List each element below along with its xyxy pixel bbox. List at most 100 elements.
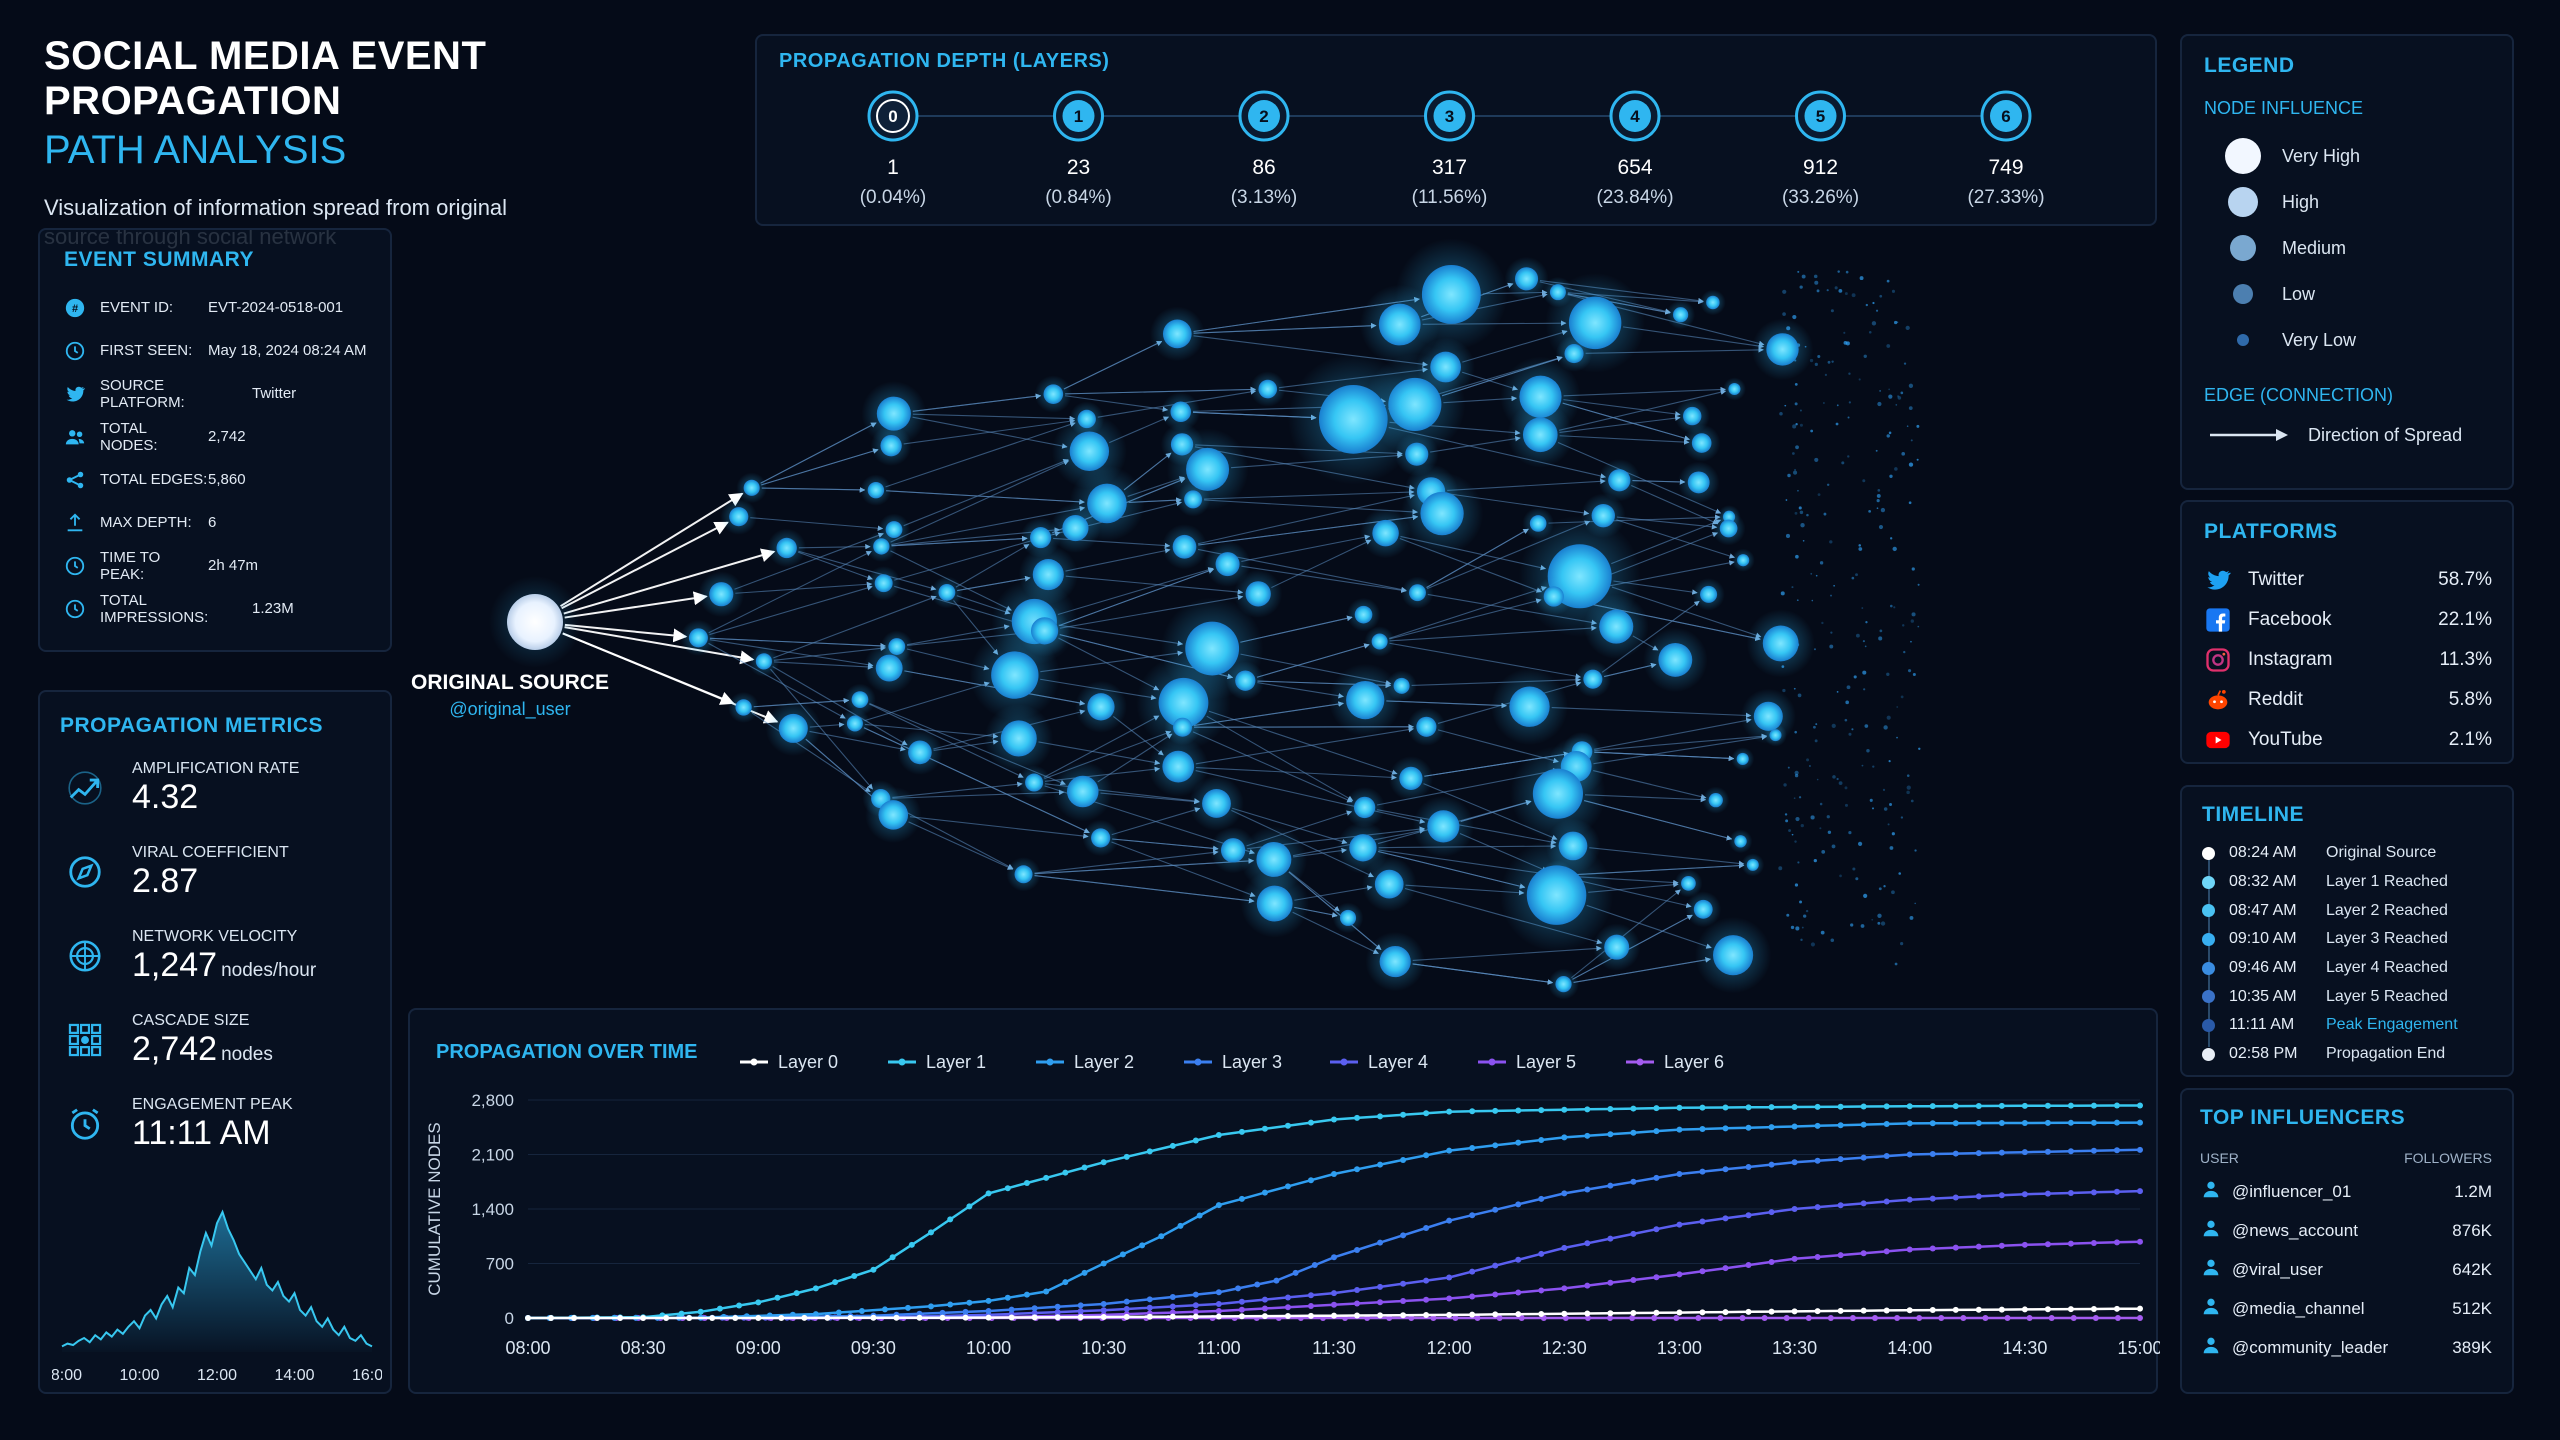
network-particle — [1782, 289, 1787, 294]
network-edge — [1562, 402, 1690, 441]
network-node — [1087, 693, 1115, 721]
series-point — [1653, 1128, 1660, 1135]
depth-layer: 4 654 (23.84%) — [1596, 90, 1674, 208]
platform-name: Twitter — [2248, 569, 2304, 590]
platform-row: Facebook 22.1% — [2204, 600, 2492, 640]
network-node — [1256, 885, 1293, 922]
depth-layer-count: 317 — [1432, 156, 1467, 179]
series-point — [1584, 1186, 1591, 1193]
influencer-row[interactable]: @viral_user 642K — [2200, 1250, 2492, 1289]
influencer-row[interactable]: @media_channel 512K — [2200, 1289, 2492, 1328]
influencer-row[interactable]: @influencer_01 1.2M — [2200, 1172, 2492, 1211]
series-point — [1400, 1298, 1407, 1305]
series-point — [1235, 1285, 1242, 1292]
timeline-time: 08:24 AM — [2229, 844, 2297, 862]
network-particle — [1784, 813, 1788, 816]
network-particle — [1830, 631, 1833, 634]
series-point — [1354, 1286, 1361, 1293]
influencer-followers: 642K — [2452, 1259, 2492, 1279]
series-point — [1492, 1142, 1499, 1149]
network-particle — [1795, 554, 1799, 559]
series-point — [1630, 1310, 1637, 1317]
legend-swatch-dot — [1194, 1058, 1202, 1066]
network-particle — [1794, 468, 1797, 471]
network-node — [1532, 768, 1584, 819]
network-edge — [1057, 567, 1214, 616]
network-particle — [1912, 672, 1916, 677]
chart-legend-item: Layer 2 — [1036, 1052, 1134, 1072]
network-node — [1318, 384, 1388, 454]
series-point — [966, 1299, 973, 1306]
series-point — [1408, 1315, 1415, 1321]
network-particle — [1800, 523, 1805, 528]
influencer-row[interactable]: @news_account 876K — [2200, 1211, 2492, 1250]
influence-dot — [2204, 182, 2282, 222]
network-particle — [1855, 573, 1858, 577]
network-edge — [761, 487, 866, 493]
influencer-row[interactable]: @community_leader 389K — [2200, 1328, 2492, 1367]
network-particle — [1787, 766, 1790, 769]
series-point — [1238, 1298, 1245, 1305]
series-point — [1929, 1151, 1936, 1158]
network-particle — [1819, 802, 1823, 806]
propagation-depth-title: PROPAGATION DEPTH (LAYERS) — [779, 50, 1110, 72]
top-influencers-panel: TOP INFLUENCERS USER FOLLOWERS @influenc… — [2180, 1088, 2514, 1394]
network-edge — [890, 460, 1070, 543]
series-point — [881, 1306, 888, 1313]
timeline-row: 08:32 AM Layer 1 Reached — [2202, 868, 2496, 897]
twitter-icon — [64, 383, 86, 405]
series-point — [832, 1279, 839, 1286]
series-point — [2044, 1306, 2051, 1313]
network-particle — [1826, 815, 1830, 819]
network-node — [846, 715, 863, 732]
event-summary-value: Twitter — [252, 385, 297, 402]
network-particle — [1844, 786, 1848, 790]
network-edge — [1034, 875, 1255, 904]
network-node — [874, 574, 893, 593]
network-edge — [559, 492, 744, 608]
network-particle — [1896, 706, 1899, 708]
series-point — [1469, 1212, 1476, 1219]
network-edge — [1631, 485, 1719, 525]
series-point — [1607, 1310, 1614, 1317]
chart-legend-item: Layer 1 — [888, 1052, 986, 1072]
platform-row: Instagram 11.3% — [2204, 640, 2492, 680]
network-edge — [773, 595, 937, 659]
network-particle — [1898, 872, 1901, 875]
influence-legend-row: Low — [2204, 271, 2512, 317]
network-edge — [1430, 435, 1521, 453]
influencer-followers: 1.2M — [2454, 1181, 2492, 1201]
series-point — [1676, 1170, 1683, 1177]
series-point — [1938, 1315, 1945, 1321]
network-edge — [1065, 386, 1257, 395]
network-nodes — [489, 238, 1815, 1000]
network-particle — [1878, 636, 1883, 641]
alarm-icon — [60, 1099, 110, 1149]
series-line — [527, 1104, 2140, 1320]
network-node — [1421, 264, 1481, 324]
network-particle — [1882, 788, 1886, 791]
metric-label: CASCADE SIZE — [132, 1011, 250, 1029]
network-particle — [1809, 765, 1811, 767]
network-node — [1700, 585, 1718, 603]
series-point — [1607, 1105, 1614, 1112]
timeline-event: Original Source — [2326, 844, 2437, 862]
network-particle — [1791, 586, 1794, 589]
top-influencers-title: TOP INFLUENCERS — [2200, 1106, 2406, 1129]
network-particle — [1794, 770, 1799, 775]
network-particle — [1914, 849, 1917, 852]
chart-legend-item: Layer 4 — [1330, 1052, 1428, 1072]
timeline-event: Layer 4 Reached — [2326, 959, 2448, 977]
network-edge — [773, 661, 874, 670]
influencer-followers: 876K — [2452, 1220, 2492, 1240]
series-point — [1745, 1212, 1752, 1219]
network-particle — [1855, 877, 1859, 881]
network-node — [1379, 945, 1411, 978]
network-particle — [1785, 499, 1788, 501]
network-particle — [1783, 783, 1787, 787]
series-point — [847, 1314, 854, 1321]
instagram-icon — [2204, 646, 2232, 674]
network-node — [1202, 789, 1231, 818]
network-particle — [1889, 604, 1893, 608]
network-node — [1543, 586, 1564, 607]
